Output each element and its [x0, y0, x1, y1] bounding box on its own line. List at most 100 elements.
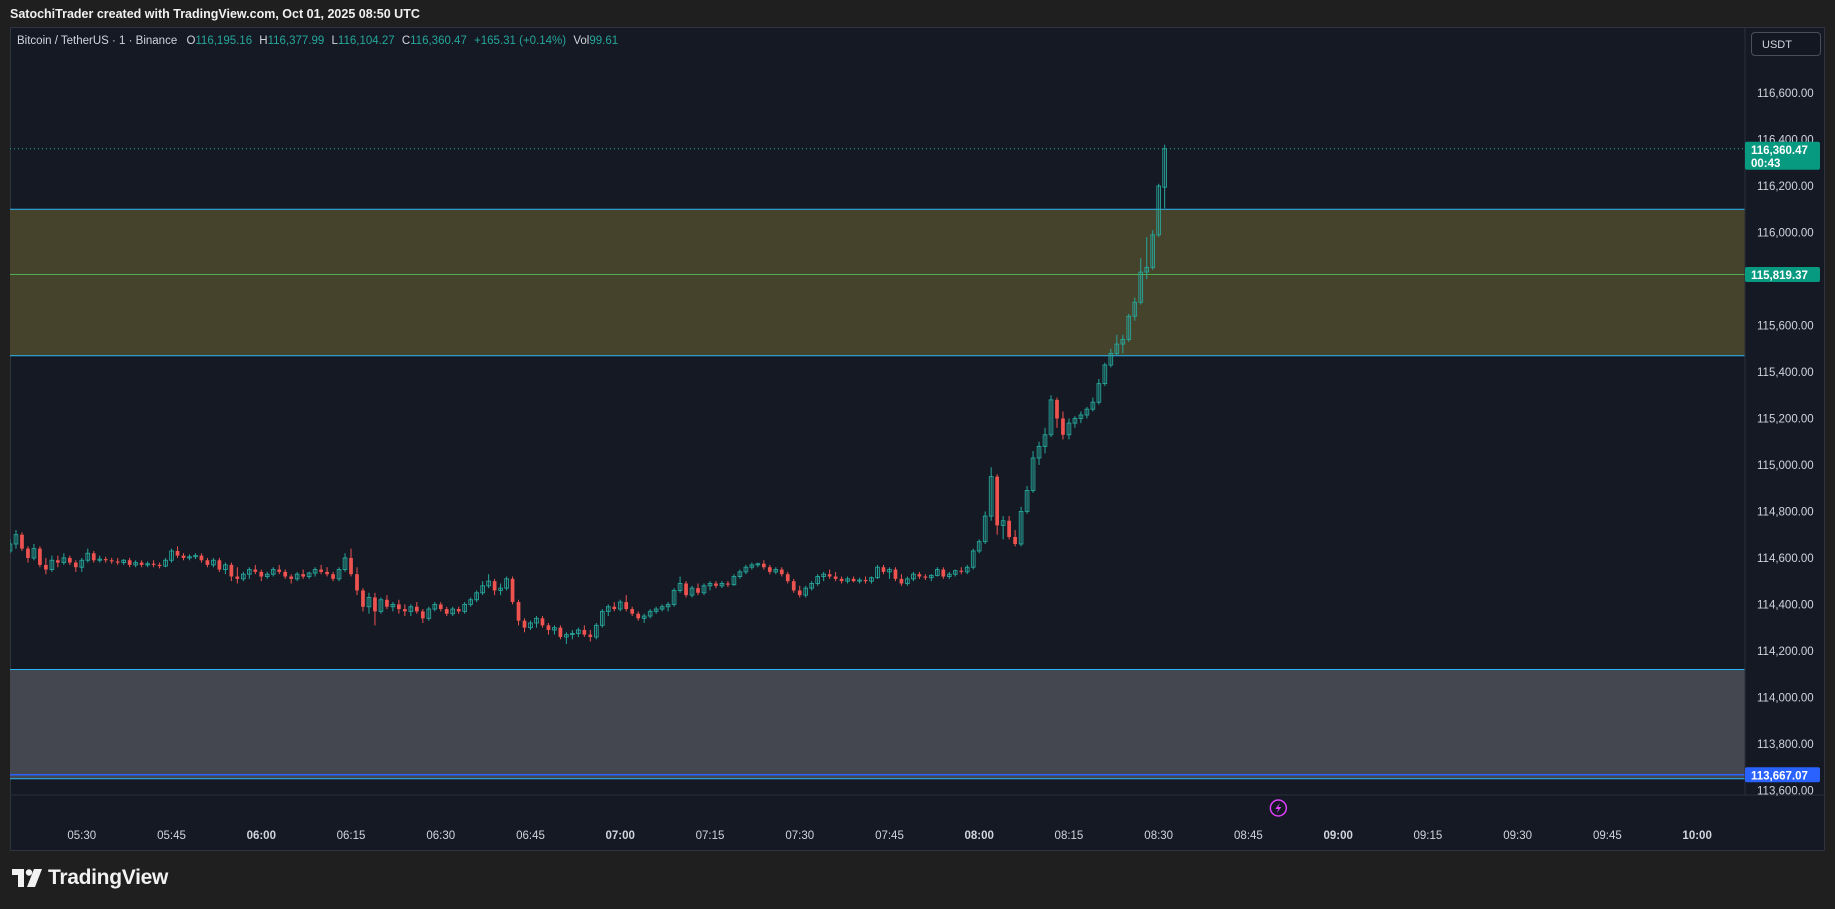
time-tick-label: 09:30 [1503, 830, 1532, 842]
candle-body [893, 569, 898, 579]
candle [970, 548, 976, 570]
candle-body [1114, 343, 1120, 354]
candle-body [827, 574, 832, 577]
candles [10, 144, 1167, 644]
candle [714, 581, 718, 589]
candle-body [845, 578, 850, 582]
candle [139, 560, 144, 568]
candle [905, 576, 910, 586]
candle-body [582, 629, 587, 635]
candle-body [1138, 271, 1144, 303]
candle [941, 567, 946, 579]
candle-body [851, 578, 856, 582]
price-tick-label: 115,200.00 [1757, 413, 1814, 425]
candle-body [964, 566, 970, 573]
candle [264, 571, 270, 579]
candle-body [510, 578, 515, 603]
candle-body [1090, 401, 1096, 410]
candle-body [67, 557, 72, 563]
candle-body [211, 559, 216, 566]
candle [414, 602, 419, 614]
candle [1150, 230, 1156, 270]
candle [444, 606, 449, 617]
candle-body [1072, 418, 1078, 424]
candle-body [253, 569, 258, 572]
candle [791, 578, 796, 593]
candle-body [336, 569, 342, 580]
candle-body [540, 618, 545, 626]
candle [803, 585, 809, 598]
candle-body [480, 585, 485, 594]
candle [331, 571, 335, 582]
price-tick-label: 116,600.00 [1757, 88, 1814, 100]
candle-body [881, 567, 886, 572]
candle [588, 629, 593, 642]
candle [755, 562, 761, 568]
candle-body [929, 574, 934, 579]
candle-body [325, 571, 329, 575]
candle [1138, 258, 1144, 305]
candle-body [241, 573, 246, 580]
price-tick-label: 114,000.00 [1757, 692, 1814, 704]
candle [44, 557, 48, 575]
candle [193, 553, 198, 560]
candle [390, 602, 396, 612]
candle [56, 555, 60, 568]
candle [1048, 395, 1054, 438]
candle-body [492, 581, 497, 591]
candle [689, 585, 695, 598]
candle [684, 581, 688, 598]
candle-body [1150, 234, 1156, 268]
currency-button[interactable]: USDT [1751, 32, 1821, 56]
candle [1108, 348, 1114, 368]
candle [432, 602, 438, 612]
candle-body [342, 557, 348, 570]
candle [917, 571, 922, 579]
symbol-title[interactable]: Bitcoin / TetherUS · 1 · Binance [17, 35, 178, 47]
candle-body [1055, 399, 1059, 419]
close-label: C [401, 35, 411, 47]
candle-body [761, 563, 766, 568]
candle-body [217, 560, 222, 570]
candle [1132, 297, 1138, 321]
candle-body [863, 580, 868, 582]
supply-zone [10, 209, 1745, 356]
candle [31, 543, 37, 561]
candle-body [44, 564, 48, 570]
candle-body [474, 592, 479, 601]
candle [1120, 334, 1126, 354]
candle-body [163, 559, 168, 567]
candle-body [366, 596, 372, 608]
candle-body [976, 541, 982, 552]
candle [277, 564, 282, 575]
candle-body [331, 574, 335, 579]
candle [875, 564, 880, 579]
candle [605, 604, 611, 617]
candle-body [229, 564, 234, 577]
candle [385, 595, 389, 610]
candle-body [959, 570, 964, 572]
candle [187, 554, 192, 561]
candle-body [1102, 364, 1108, 385]
candle-body [390, 603, 396, 608]
candle [719, 581, 725, 589]
candle-body [438, 604, 443, 610]
lightning-icon [1275, 803, 1282, 813]
candle [1072, 416, 1078, 428]
candle [797, 585, 802, 598]
price-tick-label: 114,600.00 [1757, 553, 1814, 565]
candle-body [432, 603, 438, 610]
candle-body [869, 577, 874, 582]
candle [630, 606, 635, 617]
tradingview-logo-icon [12, 869, 42, 887]
candle [1156, 183, 1161, 238]
candle-body [169, 550, 174, 561]
candle-body [1162, 148, 1167, 188]
candle-body [982, 515, 988, 543]
candle [163, 557, 168, 568]
time-tick-label: 08:30 [1144, 830, 1173, 842]
candle-body [558, 627, 563, 637]
candle-body [1042, 434, 1048, 447]
candle [133, 560, 138, 568]
